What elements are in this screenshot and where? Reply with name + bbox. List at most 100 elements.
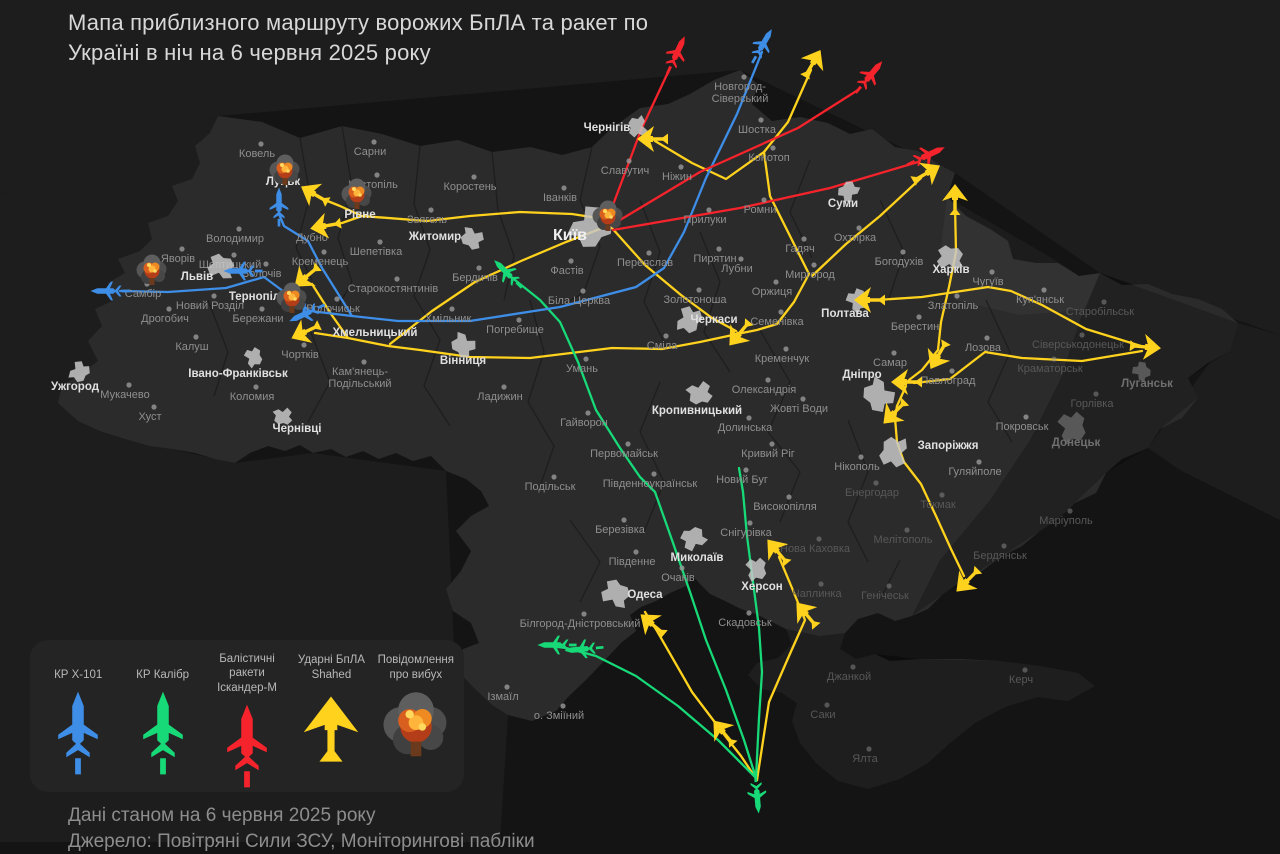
x101-missile-icon: [751, 29, 772, 64]
city-icon: [243, 347, 263, 369]
route-x101: [277, 212, 354, 318]
city-dot: [211, 293, 217, 299]
city-label: Харків: [932, 264, 969, 276]
city-dot: [583, 356, 589, 362]
city-label: Жовті Води: [770, 403, 828, 415]
crimea-shade: [748, 629, 1095, 789]
city-dot: [786, 494, 792, 500]
shahed-drone-icon: [854, 287, 885, 313]
city-dot: [769, 441, 775, 447]
city-label: Шостка: [738, 124, 777, 136]
city-dot: [758, 117, 764, 123]
city-icon: [601, 579, 631, 608]
city-dot: [179, 246, 185, 252]
city-dot: [151, 404, 157, 410]
footer: Дані станом на 6 червня 2025 року Джерел…: [68, 803, 535, 854]
route-shahed: [360, 210, 606, 223]
route-shahed: [609, 225, 738, 333]
city-label: Славутич: [601, 165, 650, 177]
shahed-drone-icon: [883, 397, 910, 424]
city-dot: [1023, 414, 1029, 420]
city-dot: [321, 249, 327, 255]
city-dot: [166, 306, 172, 312]
city-label: Миколаїв: [671, 552, 724, 564]
city-label: Вінниця: [440, 355, 486, 367]
city-dot: [800, 396, 806, 402]
city-label: Старокостянтинів: [348, 283, 439, 295]
city-label: Саки: [810, 709, 835, 721]
city-label: Оржиця: [752, 286, 792, 298]
city-label: Охтирка: [834, 232, 877, 244]
city-dot: [770, 145, 776, 151]
city-dot: [747, 520, 753, 526]
legend-item-kalibr: КР Калібр: [120, 652, 204, 781]
legend-label: Балістичні ракети Іскандер-М: [217, 653, 277, 694]
legend-drone-icon: [304, 696, 359, 762]
oblast-border: [335, 125, 353, 311]
shahed-drone-icon: [800, 50, 824, 80]
oblast-border: [639, 381, 665, 533]
city-dot: [263, 261, 269, 267]
city-label: Суми: [828, 198, 858, 210]
oblast-border: [307, 329, 331, 423]
explosion-icon: [592, 200, 623, 231]
city-dot: [1101, 299, 1107, 305]
city-dot: [625, 441, 631, 447]
oblast-border: [789, 159, 813, 259]
route-shahed: [388, 227, 602, 346]
city-dot: [765, 377, 771, 383]
shahed-drone-icon: [301, 183, 331, 207]
city-label: Подільський: [328, 378, 391, 390]
city-label: Мукачево: [100, 389, 149, 401]
city-label: Нікополь: [834, 461, 880, 473]
x101-missile-icon: [58, 691, 99, 775]
city-label: Кропивницький: [652, 405, 742, 417]
explosion-icon: [383, 692, 447, 757]
legend-explosion-icon: [383, 692, 447, 757]
city-label: Токмак: [920, 499, 955, 511]
city-label: Первомайськ: [590, 448, 658, 460]
city-label: Краматорськ: [1017, 363, 1082, 375]
city-label: Сіверськодонецьк: [1032, 339, 1124, 351]
oblast-border: [207, 299, 229, 397]
city-label: Старобільськ: [1066, 306, 1134, 318]
shahed-drone-icon: [767, 539, 792, 567]
city-dot: [818, 581, 824, 587]
title-line-2: Україні в ніч на 6 червня 2025 року: [68, 39, 431, 65]
city-dot: [1067, 508, 1073, 514]
city-label: Луганськ: [1121, 378, 1173, 390]
city-icon: [685, 381, 713, 405]
shahed-drone-icon: [927, 339, 951, 369]
city-label: Золотоноша: [663, 294, 727, 306]
city-dot: [1051, 356, 1057, 362]
city-icon: [628, 115, 648, 138]
oblast-border: [847, 419, 869, 563]
city-label: Богодухів: [875, 256, 924, 268]
city-label: Самар: [873, 357, 907, 369]
city-dot: [377, 239, 383, 245]
city-dot: [984, 335, 990, 341]
oblast-border: [699, 231, 731, 373]
city-dot: [858, 454, 864, 460]
city-dot: [886, 583, 892, 589]
kalibr-missile-icon: [747, 774, 767, 814]
shahed-drone-icon: [910, 162, 940, 186]
city-label: Ізмаїл: [487, 691, 518, 703]
city-dot: [428, 207, 434, 213]
city-dot: [801, 236, 807, 242]
city-icon: [68, 361, 90, 383]
city-dot: [900, 249, 906, 255]
city-dot: [471, 174, 477, 180]
city-label: Чугуїв: [972, 276, 1003, 288]
shahed-drone-icon: [956, 565, 983, 592]
city-dot: [516, 317, 522, 323]
shahed-drone-icon: [304, 696, 359, 762]
city-dot: [743, 467, 749, 473]
city-dot: [126, 382, 132, 388]
city-label: Дубно: [296, 232, 328, 244]
city-icon: [567, 206, 613, 247]
city-dot: [904, 527, 910, 533]
city-label: Ладижин: [477, 391, 522, 403]
city-dot: [850, 664, 856, 670]
city-dot: [1079, 332, 1085, 338]
